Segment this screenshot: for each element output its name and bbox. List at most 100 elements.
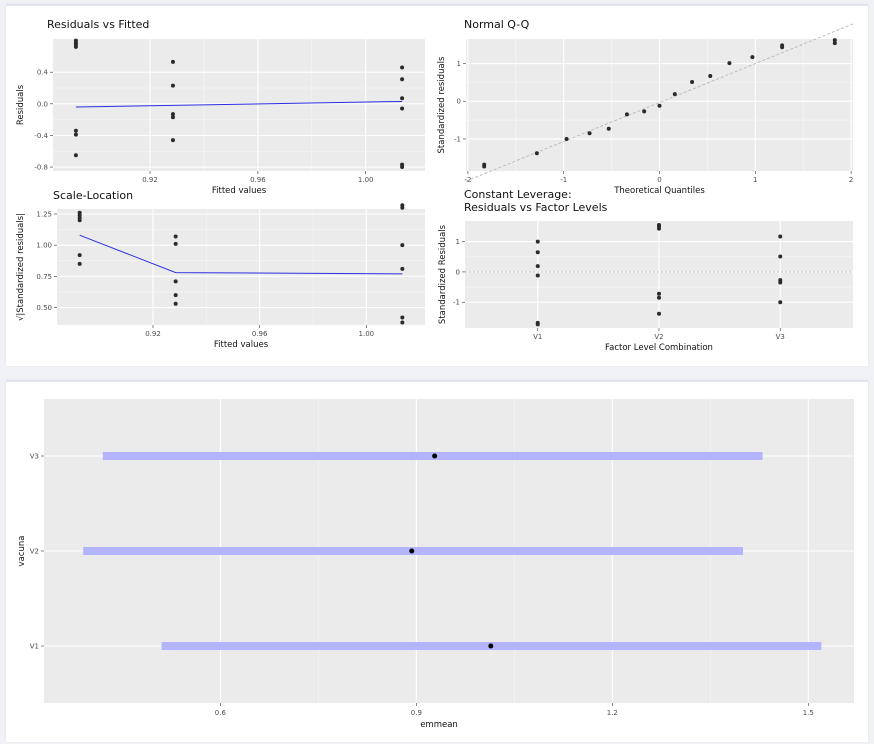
data-point — [606, 126, 611, 131]
data-point — [173, 241, 178, 246]
data-point — [400, 65, 405, 70]
data-point — [400, 96, 405, 101]
data-point — [400, 106, 405, 111]
emmean-point — [488, 643, 494, 649]
diagnostic-plots-figure: 0.92 0.96 1.00 -0.8 -0.4 0.0 0.4 Fitted values R… — [16, 18, 853, 353]
smooth-line — [79, 234, 403, 275]
y-tick-label: 0 — [456, 268, 460, 276]
chart-4: 0.6 0.9 1.2 1.5 V1 V2 V3 emmean vacuna — [17, 399, 854, 730]
data-point — [535, 273, 540, 278]
y-axis-title: √|Standardized residuals| — [16, 213, 26, 321]
y-tick-label: 0.50 — [36, 304, 52, 312]
x-tick-label: 1.00 — [358, 176, 374, 184]
data-point — [657, 226, 661, 231]
data-point — [400, 320, 405, 325]
data-point — [400, 205, 405, 210]
y-tick-label: V3 — [30, 453, 39, 461]
smooth-line — [75, 100, 403, 108]
data-point — [564, 136, 569, 141]
data-point — [73, 132, 78, 137]
y-tick-label: 0.0 — [37, 100, 48, 108]
x-axis-title: Fitted values — [212, 186, 267, 196]
y-tick-label: 1.00 — [36, 242, 52, 250]
data-point — [778, 234, 783, 239]
y-tick-label: 1 — [456, 238, 460, 246]
x-tick-label: 1.5 — [803, 709, 814, 717]
data-point — [534, 151, 539, 156]
y-axis-title: vacuna — [17, 536, 27, 567]
data-point — [73, 128, 78, 133]
x-tick-label: 1 — [753, 176, 757, 184]
x-tick-label: V3 — [776, 333, 785, 341]
x-tick-label: 0 — [657, 176, 661, 184]
y-axis-title: Standardized Residuals — [438, 224, 448, 324]
data-point — [400, 243, 405, 248]
data-point — [778, 300, 783, 305]
x-tick-label: 0.9 — [411, 709, 422, 717]
y-tick-label: 1 — [457, 60, 461, 68]
emmean-point — [409, 548, 415, 554]
y-tick-label: 0 — [457, 98, 461, 106]
data-point — [672, 92, 677, 97]
data-point — [657, 295, 661, 300]
x-tick-label: -1 — [560, 176, 567, 184]
data-point — [170, 112, 175, 117]
chart-title: Residuals vs Fitted — [47, 18, 149, 31]
data-point — [400, 77, 405, 82]
chart-title: Normal Q-Q — [464, 18, 530, 31]
data-point — [750, 55, 755, 60]
x-tick-label: 0.92 — [142, 176, 158, 184]
x-tick-label: 0.96 — [250, 176, 266, 184]
diagnostic-plots-panel: 0.92 0.96 1.00 -0.8 -0.4 0.0 0.4 Fitted values R… — [6, 4, 868, 366]
x-tick-label: 2 — [849, 176, 853, 184]
data-point — [170, 83, 175, 88]
chart-2: 0.92 0.96 1.00 0.50 0.75 1.00 1.25 Fitted value… — [16, 189, 425, 350]
data-point — [708, 73, 713, 78]
data-point — [77, 253, 82, 258]
x-axis-title: Theoretical Quantiles — [613, 186, 705, 196]
y-tick-label: -0.4 — [34, 132, 48, 140]
data-point — [535, 322, 540, 327]
y-tick-label: V2 — [30, 548, 39, 556]
plot-background — [57, 209, 425, 325]
data-point — [77, 218, 82, 223]
emmeans-plot-figure: 0.6 0.9 1.2 1.5 V1 V2 V3 emmean vacuna — [17, 399, 854, 730]
chart-title: Constant Leverage: — [464, 188, 572, 201]
data-point — [587, 131, 592, 136]
data-point — [624, 112, 629, 117]
y-tick-label: -0.8 — [34, 164, 48, 172]
data-point — [642, 109, 647, 114]
data-point — [535, 264, 540, 269]
x-tick-label: 1.2 — [607, 709, 618, 717]
y-tick-label: V1 — [30, 643, 39, 651]
x-tick-label: V1 — [533, 333, 542, 341]
data-point — [173, 293, 178, 298]
data-point — [690, 79, 695, 84]
emmean-point — [432, 453, 438, 459]
chart-3: V1 V2 V3 -1 0 1 Factor Level Combination Standa… — [438, 188, 853, 353]
data-point — [780, 43, 785, 48]
data-point — [727, 61, 732, 66]
chart-subtitle: Residuals vs Factor Levels — [464, 201, 608, 214]
data-point — [657, 103, 662, 108]
data-point — [170, 138, 175, 143]
emmeans-plot-panel: 0.6 0.9 1.2 1.5 V1 V2 V3 emmean vacuna — [6, 380, 868, 742]
chart-0: 0.92 0.96 1.00 -0.8 -0.4 0.0 0.4 Fitted values R… — [16, 18, 425, 196]
data-point — [400, 315, 405, 320]
data-point — [657, 291, 661, 296]
y-tick-label: 0.4 — [37, 69, 49, 77]
data-point — [170, 115, 175, 120]
data-point — [73, 153, 78, 158]
y-axis-title: Residuals — [16, 84, 26, 125]
data-point — [535, 239, 540, 244]
data-point — [832, 41, 837, 46]
data-point — [778, 280, 783, 285]
data-point — [657, 311, 661, 316]
y-tick-label: -1 — [454, 135, 461, 143]
x-tick-label: 1.00 — [359, 330, 375, 338]
data-point — [400, 266, 405, 271]
x-tick-label: 0.6 — [215, 709, 227, 717]
y-tick-label: 1.25 — [36, 210, 52, 218]
y-tick-label: -1 — [453, 299, 460, 307]
y-tick-label: 0.75 — [36, 273, 52, 281]
